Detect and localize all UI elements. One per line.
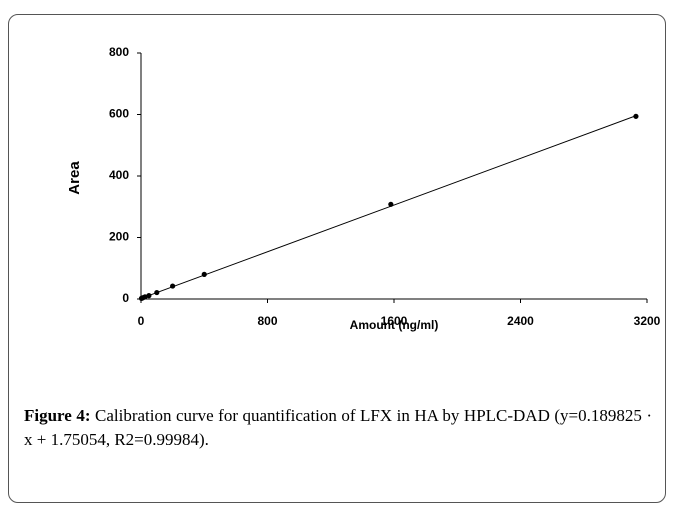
y-tick-label: 0 xyxy=(122,291,129,305)
x-tick-label: 3200 xyxy=(634,314,661,328)
data-point xyxy=(388,201,394,207)
figure-frame xyxy=(8,14,666,503)
data-point xyxy=(201,271,207,277)
x-tick-label: 1600 xyxy=(381,314,408,328)
caption-text: Calibration curve for quantification of … xyxy=(24,406,652,449)
data-point xyxy=(146,293,152,299)
y-tick-label: 800 xyxy=(109,45,129,59)
y-tick-label: 200 xyxy=(109,230,129,244)
x-tick-label: 0 xyxy=(138,314,145,328)
y-tick-label: 400 xyxy=(109,168,129,182)
data-point xyxy=(633,113,639,119)
data-point xyxy=(142,294,148,300)
caption-label: Figure 4: xyxy=(24,406,91,425)
trendline xyxy=(140,115,637,299)
x-tick-label: 800 xyxy=(257,314,277,328)
y-tick-label: 600 xyxy=(109,107,129,121)
caption: Figure 4: Calibration curve for quantifi… xyxy=(24,404,652,452)
data-point xyxy=(154,289,160,296)
x-tick-label: 2400 xyxy=(507,314,534,328)
x-axis-label: Amount (ng/ml) xyxy=(350,318,439,332)
y-axis-label: Area xyxy=(66,161,83,195)
data-point xyxy=(170,283,176,289)
